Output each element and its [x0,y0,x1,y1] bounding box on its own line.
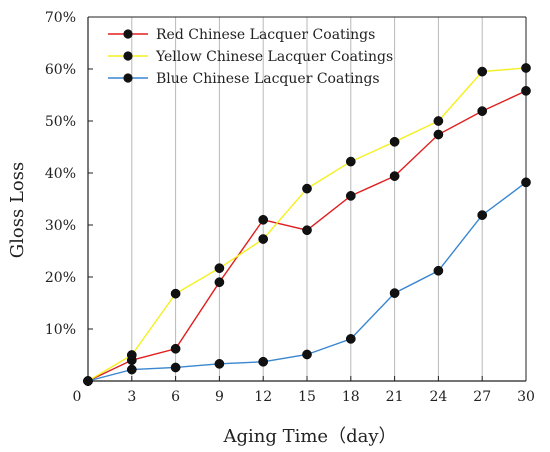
legend: Red Chinese Lacquer Coatings Yellow Chine… [108,27,393,87]
data-point [214,277,225,288]
x-tick-label: 27 [473,389,491,405]
legend-entry: Red Chinese Lacquer Coatings [108,27,375,43]
y-tick-label: 10% [45,322,76,338]
legend-label: Red Chinese Lacquer Coatings [156,27,375,43]
data-point [170,343,181,354]
data-point [433,129,444,140]
data-point [477,106,488,116]
data-point [302,225,312,236]
series-3 [83,177,531,386]
legend-marker [123,29,133,39]
data-point [126,350,137,360]
x-tick-label: 9 [215,389,224,405]
data-point [345,334,356,344]
data-point [83,376,93,386]
data-point [521,177,531,188]
y-tick-label: 20% [45,270,76,286]
legend-label: Yellow Chinese Lacquer Coatings [155,49,393,65]
x-tick-label: 24 [429,389,447,405]
data-point [214,358,225,369]
y-tick-label: 70% [45,10,76,26]
tick-labels: 3 6 9 12 15 18 21 24 27 30 10% 20% 30% 40% 50% 60% 70% [45,10,535,405]
x-tick-label: 12 [254,389,272,405]
legend-entry: Blue Chinese Lacquer Coatings [108,71,380,87]
data-point [345,191,356,201]
series-2 [83,63,531,386]
data-point [477,210,488,220]
legend-marker [123,51,133,61]
data-point [170,288,181,299]
legend-marker [123,73,133,83]
legend-label: Blue Chinese Lacquer Coatings [156,71,380,87]
x-tick-label: 6 [171,389,180,405]
data-point [258,214,269,225]
data-point [302,183,312,194]
x-tick-label: 21 [386,389,404,405]
data-point [389,171,400,181]
data-point [126,364,137,375]
data-point [214,263,225,274]
y-tick-label: 40% [45,166,76,182]
series-layer [83,63,531,386]
data-point [477,66,488,77]
data-point [170,362,181,373]
y-axis-title: Gloss Loss [7,162,28,258]
x-tick-label: 18 [342,389,360,405]
data-point [345,156,356,167]
axes [87,16,527,382]
y-tick-label: 30% [45,218,76,234]
data-point [521,85,531,96]
data-point [433,265,444,276]
data-point [258,356,269,367]
data-point [258,234,269,244]
data-point [521,63,531,73]
data-point [389,136,400,147]
data-point [302,349,312,360]
x-axis-title: Aging Time（day） [222,426,396,447]
x-tick-label: 30 [517,389,535,405]
y-tick-label: 50% [45,114,76,130]
data-point [433,116,444,126]
x-tick-label: 3 [127,389,136,405]
y-tick-label: 60% [45,62,76,78]
x-tick-label: 15 [298,389,316,405]
data-point [389,288,400,298]
x-origin-label: 0 [73,389,82,405]
legend-entry: Yellow Chinese Lacquer Coatings [108,49,393,65]
